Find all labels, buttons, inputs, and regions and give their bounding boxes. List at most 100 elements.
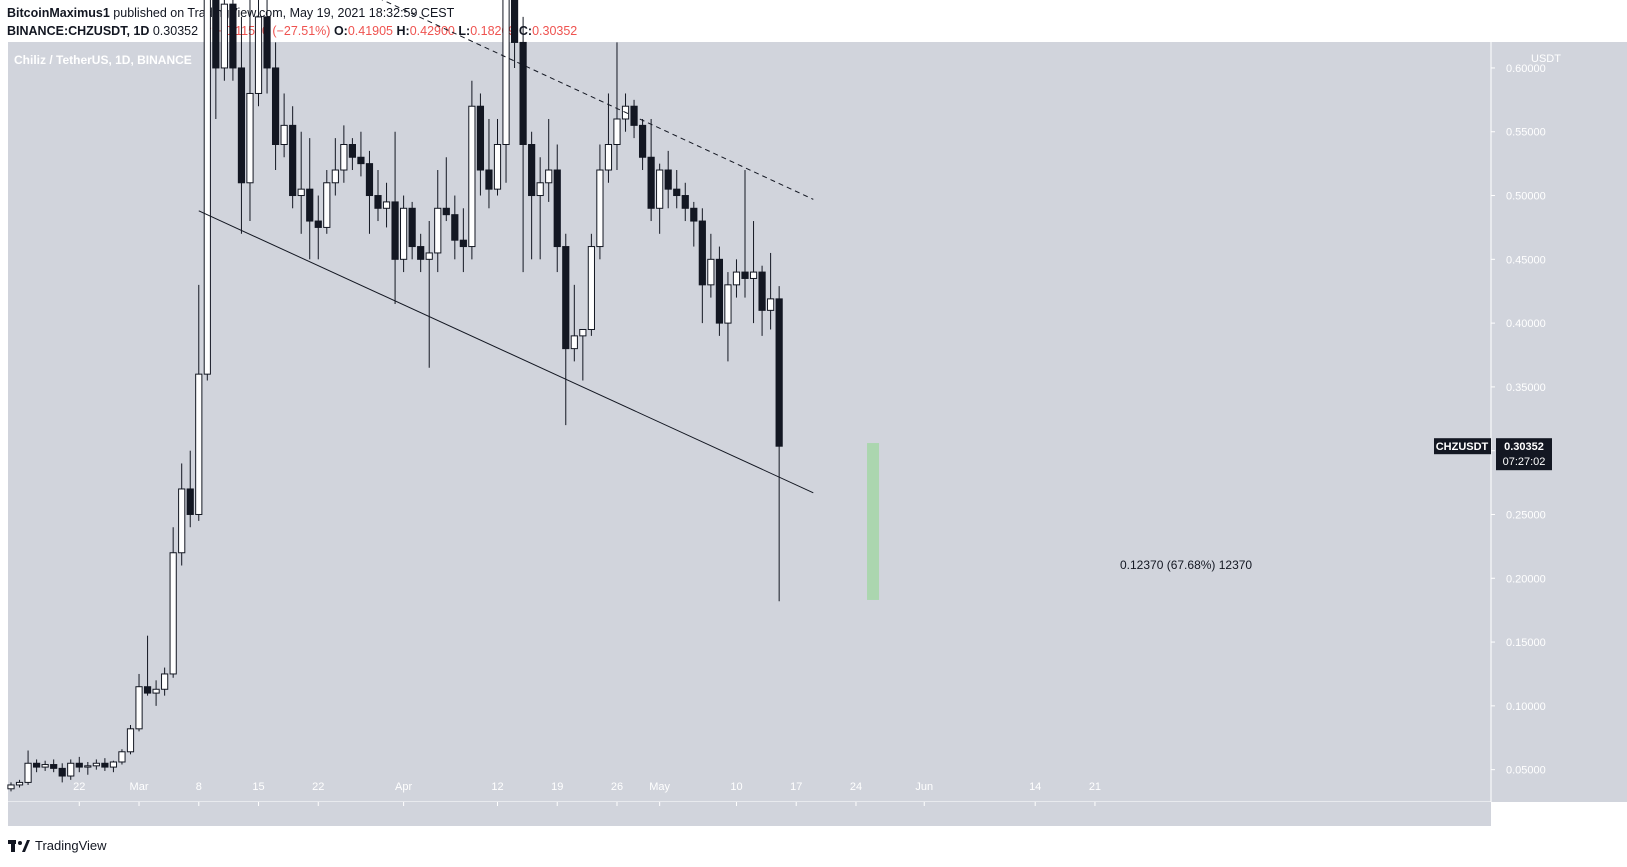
bullish-candle — [656, 169, 664, 209]
bearish-candle — [58, 767, 66, 777]
x-tick-label: 17 — [790, 781, 802, 793]
y-tick-label: 0.40000 — [1506, 318, 1546, 330]
high-value: 0.42900 — [409, 24, 455, 38]
candles — [7, 0, 783, 792]
bullish-candle — [220, 3, 228, 69]
bullish-candle — [126, 728, 135, 753]
bullish-candle — [297, 188, 305, 197]
y-tick-label: 0.45000 — [1506, 254, 1546, 266]
x-axis-ticks: 22 Mar 8 15 22 Apr 12 19 26 May 10 17 24 Jun 14 21 — [73, 781, 1101, 806]
bullish-candle — [109, 761, 118, 768]
bullish-candle — [579, 328, 587, 337]
bearish-candle — [33, 762, 41, 768]
bullish-candle — [118, 751, 126, 763]
bearish-candle — [314, 220, 322, 228]
bearish-candle — [553, 169, 561, 248]
y-tick-label: 0.35000 — [1506, 382, 1546, 394]
bullish-candle — [340, 144, 348, 171]
symbol-tag — [1434, 438, 1491, 455]
chart-header: BitcoinMaximus1 published on TradingView… — [7, 4, 577, 40]
bullish-candle — [41, 764, 49, 768]
bearish-candle — [459, 239, 467, 248]
bearish-candle — [306, 188, 314, 222]
trendlines[interactable] — [198, 0, 814, 494]
x-tick-label: 12 — [491, 781, 503, 793]
last-price-label: CHZUSDT 0.30352 07:27:02 — [1434, 438, 1552, 471]
bearish-candle — [365, 163, 374, 197]
bearish-candle — [408, 207, 416, 248]
bearish-candle — [647, 156, 655, 209]
bearish-candle — [271, 67, 280, 145]
x-tick-label: 26 — [611, 781, 623, 793]
bearish-candle — [775, 298, 783, 447]
price-change: −0.11520 (−27.51%) — [217, 24, 331, 38]
measure-tool[interactable]: 0.12370 (67.68%) 12370 — [867, 443, 1252, 600]
bearish-candle — [451, 214, 459, 241]
tradingview-logo-icon — [8, 839, 30, 852]
bearish-candle — [664, 169, 672, 190]
ohlc-line: BINANCE:CHZUSDT, 1D 0.30352 ▼ −0.11520 (… — [7, 22, 577, 40]
bullish-candle — [749, 271, 758, 279]
publish-line: BitcoinMaximus1 published on TradingView… — [7, 4, 577, 22]
open-label: O: — [333, 24, 348, 38]
bullish-candle — [434, 207, 442, 254]
x-tick-label: Apr — [395, 781, 412, 793]
price-tag — [1496, 438, 1552, 471]
bullish-candle — [7, 784, 15, 790]
x-tick-label: 24 — [850, 781, 862, 793]
bullish-candle — [135, 686, 143, 730]
y-tick-label: 0.15000 — [1506, 637, 1546, 649]
bearish-candle — [417, 246, 425, 260]
lower-channel-line[interactable] — [198, 210, 814, 494]
bearish-candle — [212, 0, 220, 69]
close-value: 0.30352 — [532, 24, 578, 38]
x-tick-label: 14 — [1029, 781, 1041, 793]
footer-brand[interactable]: TradingView — [35, 838, 107, 853]
x-tick-label: May — [649, 781, 670, 793]
bullish-candle — [84, 765, 92, 768]
plot-area[interactable] — [8, 42, 1491, 802]
x-tick-label: Mar — [130, 781, 149, 793]
time-axis[interactable] — [8, 802, 1491, 826]
bullish-candle — [493, 144, 502, 190]
bullish-candle — [92, 762, 100, 767]
bearish-candle — [673, 188, 681, 197]
x-tick-label: Jun — [915, 781, 933, 793]
bullish-candle — [468, 105, 476, 248]
x-tick-label: 19 — [551, 781, 563, 793]
bullish-candle — [587, 246, 595, 330]
author-name[interactable]: BitcoinMaximus1 — [7, 6, 110, 20]
bearish-candle — [229, 3, 237, 69]
measure-highlight[interactable] — [867, 443, 880, 600]
x-tick-label: 10 — [730, 781, 742, 793]
bullish-candle — [570, 335, 578, 350]
bearish-candle — [630, 105, 638, 126]
bearish-candle — [50, 764, 58, 769]
bearish-candle — [374, 195, 382, 209]
bullish-candle — [323, 182, 331, 228]
bearish-candle — [485, 169, 493, 190]
bearish-candle — [289, 124, 297, 197]
bullish-candle — [545, 169, 553, 184]
bearish-candle — [263, 16, 271, 69]
footer: TradingView — [8, 838, 107, 853]
bearish-candle — [510, 0, 519, 43]
bearish-candle — [348, 144, 356, 158]
bullish-candle — [280, 124, 288, 145]
bearish-candle — [143, 686, 152, 694]
bearish-candle — [101, 762, 109, 768]
measure-label: 0.12370 (67.68%) 12370 — [1120, 558, 1252, 572]
price-axis[interactable] — [1491, 42, 1627, 802]
last-price: 0.30352 — [152, 24, 199, 38]
bearish-candle — [681, 195, 689, 209]
bullish-candle — [254, 16, 263, 94]
bearish-candle — [638, 124, 647, 158]
bullish-candle — [169, 552, 177, 675]
bearish-candle — [528, 144, 536, 197]
bullish-candle — [331, 169, 339, 184]
bullish-candle — [724, 284, 732, 324]
bullish-candle — [596, 169, 604, 248]
symbol-tag-text: CHZUSDT — [1436, 441, 1489, 453]
bearish-candle — [741, 271, 749, 279]
